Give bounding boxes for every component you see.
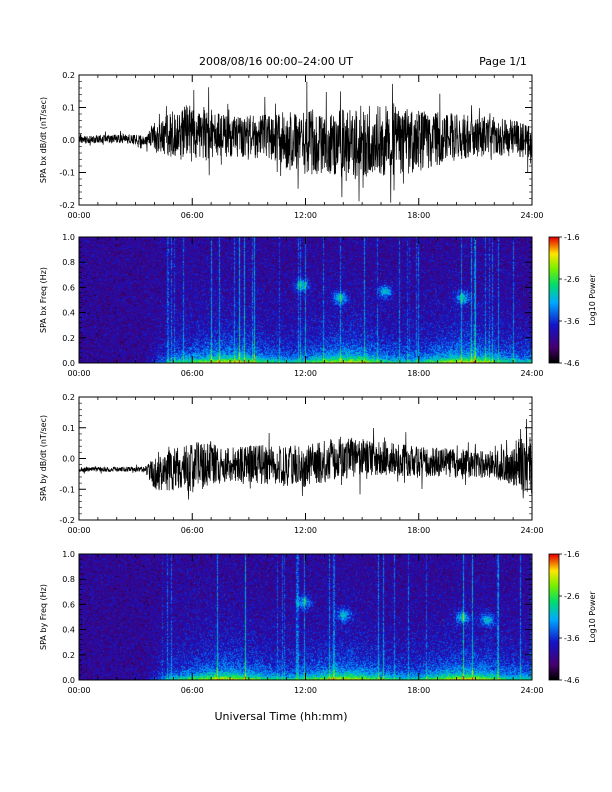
bx-ylabel: SPA bx dB/dt (nT/sec)	[39, 97, 48, 183]
x-tick-label: 12:00	[294, 369, 317, 378]
x-tick-label: 12:00	[294, 526, 317, 535]
colorbar-tick-label: -4.6	[564, 676, 580, 685]
colorbar-tick-label: -2.6	[564, 275, 580, 284]
bx-trace-area	[79, 81, 532, 203]
bx-colorbar	[549, 237, 559, 363]
y-tick-label: 0.8	[62, 575, 75, 584]
colorbar-tick-label: -2.6	[564, 592, 580, 601]
panel-bx-timeseries: 00:00 06:00 12:00 18:00 24:00 -0.2 -0.1 0.0 0.1 0…	[39, 71, 544, 220]
by-spectrogram-image	[79, 554, 532, 680]
y-tick-label: 0.2	[62, 71, 75, 80]
x-tick-label: 18:00	[407, 526, 430, 535]
bx-freq-ylabel: SPA bx Freq (Hz)	[39, 267, 48, 333]
panel-bx-spectrogram: 00:00 06:00 12:00 18:00 24:00 0.0 0.2 0.4 0.6 0.8…	[39, 233, 597, 378]
x-tick-label: 24:00	[520, 686, 543, 695]
by-colorbar-frame	[548, 553, 560, 681]
bx-colorbar-frame	[548, 236, 560, 364]
x-tick-label: 06:00	[181, 369, 204, 378]
y-tick-label: 0.2	[62, 334, 75, 343]
x-tick-label: 06:00	[181, 686, 204, 695]
x-tick-label: 00:00	[67, 686, 90, 695]
y-tick-label: 0.1	[62, 424, 75, 433]
y-tick-label: 0.4	[62, 626, 75, 635]
x-tick-label: 18:00	[407, 686, 430, 695]
by-colorbar-label: Log10 Power	[588, 591, 597, 643]
by-colorbar	[549, 554, 559, 680]
x-tick-label: 06:00	[181, 211, 204, 220]
colorbar-tick-label: -3.6	[564, 634, 580, 643]
x-tick-label: 12:00	[294, 686, 317, 695]
colorbar-tick-label: -1.6	[564, 233, 580, 242]
x-tick-label: 00:00	[67, 526, 90, 535]
panel-by-timeseries: 00:00 06:00 12:00 18:00 24:00 -0.2 -0.1 0.0 0.1 0…	[39, 393, 544, 535]
page-number: Page 1/1	[479, 55, 527, 68]
by-trace-area	[79, 418, 532, 500]
y-tick-label: 0.6	[62, 283, 75, 292]
x-tick-label: 24:00	[520, 526, 543, 535]
colorbar-tick-label: -4.6	[564, 359, 580, 368]
y-tick-label: -0.2	[59, 516, 75, 525]
y-tick-label: -0.2	[59, 201, 75, 210]
panel-by-spectrogram: 00:00 06:00 12:00 18:00 24:00 0.0 0.2 0.4 0.6 0.8…	[39, 550, 597, 695]
y-tick-label: -0.1	[59, 485, 75, 494]
y-tick-label: 0.2	[62, 393, 75, 402]
x-tick-label: 06:00	[181, 526, 204, 535]
x-tick-label: 18:00	[407, 369, 430, 378]
x-tick-label: 00:00	[67, 369, 90, 378]
y-tick-label: 0.8	[62, 258, 75, 267]
y-tick-label: 0.2	[62, 651, 75, 660]
x-axis-title: Universal Time (hh:mm)	[215, 710, 348, 723]
y-tick-label: 0.0	[62, 136, 75, 145]
bx-colorbar-label: Log10 Power	[588, 274, 597, 326]
x-tick-label: 18:00	[407, 211, 430, 220]
y-tick-label: 0.0	[62, 359, 75, 368]
y-tick-label: 1.0	[62, 233, 75, 242]
y-tick-label: 0.6	[62, 600, 75, 609]
x-tick-label: 00:00	[67, 211, 90, 220]
signal-trace	[79, 418, 532, 500]
x-tick-label: 12:00	[294, 211, 317, 220]
bx-spectrogram-image	[79, 237, 532, 363]
signal-trace	[79, 81, 532, 203]
by-ylabel: SPA by dB/dt (nT/sec)	[39, 415, 48, 501]
y-tick-label: 0.0	[62, 455, 75, 464]
y-tick-label: 1.0	[62, 550, 75, 559]
x-tick-label: 24:00	[520, 369, 543, 378]
by-freq-ylabel: SPA by Freq (Hz)	[39, 584, 48, 650]
y-tick-label: 0.1	[62, 104, 75, 113]
colorbar-tick-label: -3.6	[564, 317, 580, 326]
y-tick-label: -0.1	[59, 169, 75, 178]
x-tick-label: 24:00	[520, 211, 543, 220]
figure-title: 2008/08/16 00:00–24:00 UT	[199, 55, 353, 68]
y-tick-label: 0.4	[62, 309, 75, 318]
y-tick-label: 0.0	[62, 676, 75, 685]
colorbar-tick-label: -1.6	[564, 550, 580, 559]
